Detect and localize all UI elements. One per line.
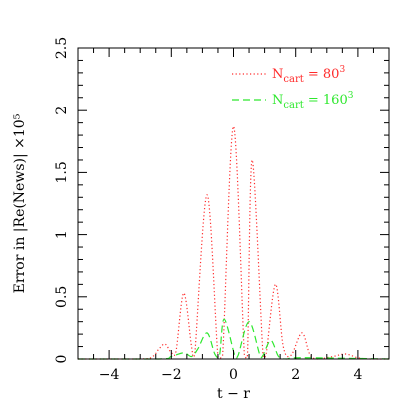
x-tick-label: −4	[99, 367, 120, 383]
y-tick-label: 0	[54, 355, 70, 364]
x-tick-label: 4	[353, 367, 362, 383]
x-tick-label: −2	[161, 367, 182, 383]
y-tick-label: 2	[54, 106, 70, 115]
series-line-1	[78, 125, 389, 360]
legend-label-2: Ncart = 1603	[272, 91, 354, 111]
y-tick-label: 2.5	[54, 37, 70, 59]
y-axis-label: Error in |Re(News)| ×10⁵	[12, 113, 28, 293]
series-line-2	[78, 318, 390, 360]
axis-ticks	[77, 47, 390, 360]
x-axis-label: t − r	[217, 386, 250, 402]
y-tick-label: 1.5	[54, 161, 70, 183]
x-tick-label: 0	[229, 367, 238, 383]
plot-curves	[78, 125, 390, 360]
axis-tick-labels: −4 −2 0 2 4 0 0.5 1 1.5 2 2.5	[54, 37, 362, 383]
y-tick-label: 0.5	[54, 286, 70, 308]
legend: Ncart = 803 Ncart = 1603	[232, 65, 354, 111]
y-tick-label: 1	[54, 230, 70, 239]
x-tick-label: 2	[291, 367, 300, 383]
legend-label-1: Ncart = 803	[272, 65, 345, 85]
